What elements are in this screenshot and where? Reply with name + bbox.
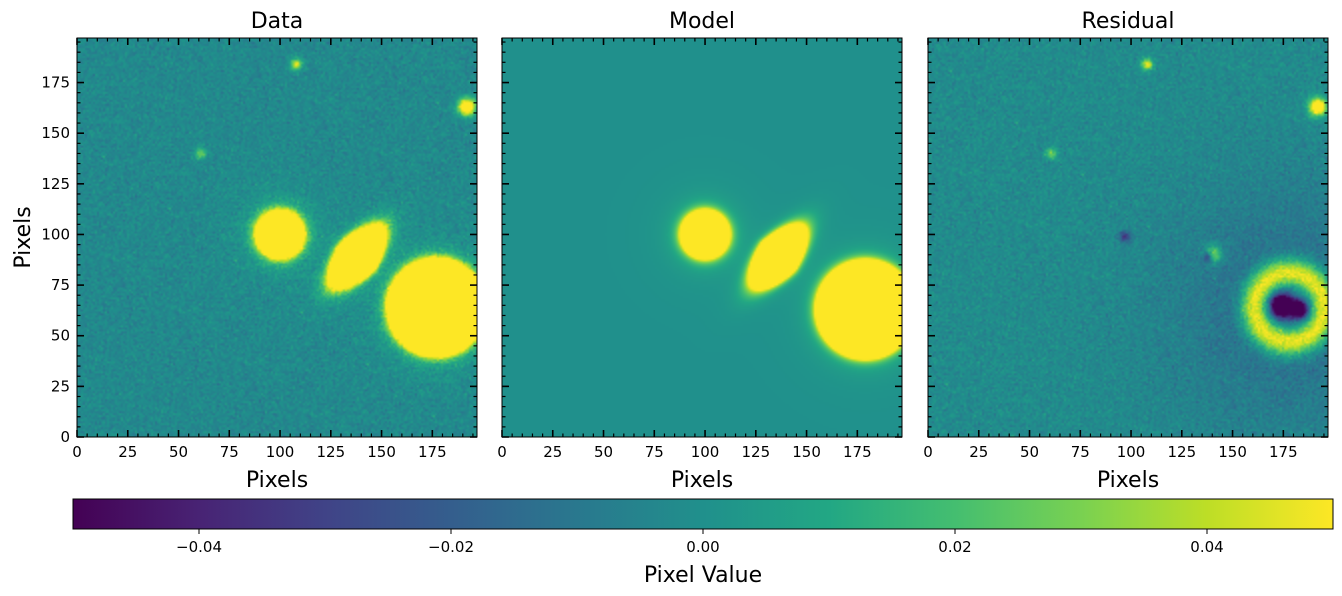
heatmap-image — [928, 38, 1328, 437]
axes-frame — [501, 37, 903, 438]
x-tick-label: 125 — [741, 443, 770, 461]
x-tick-label: 175 — [1269, 443, 1298, 461]
x-tick-label: 150 — [1218, 443, 1247, 461]
colorbar-label: Pixel Value — [644, 563, 762, 588]
panel-title: Residual — [1082, 9, 1175, 34]
x-tick-label: 0 — [72, 443, 82, 461]
x-tick-label: 50 — [169, 443, 188, 461]
y-tick-label: 125 — [41, 175, 70, 193]
x-tick-label: 100 — [266, 443, 295, 461]
y-tick-label: 75 — [51, 276, 70, 294]
colorbar-tick-label: 0.04 — [1190, 538, 1223, 556]
panel-model: 0 25 50 75 100 125 150 175 Model Pixels — [497, 9, 903, 493]
y-tick-label: 100 — [41, 225, 70, 243]
x-tick-label: 25 — [969, 443, 988, 461]
heatmap-image — [502, 38, 902, 437]
y-axis-label: Pixels — [11, 206, 36, 268]
y-tick-label: 175 — [41, 74, 70, 92]
y-tick-label: 50 — [51, 327, 70, 345]
x-tick-label: 25 — [543, 443, 562, 461]
x-axis-label: Pixels — [246, 468, 308, 493]
axes-frame — [76, 37, 478, 438]
colorbar-gradient — [72, 498, 1334, 530]
x-tick-label: 175 — [843, 443, 872, 461]
heatmap-image — [77, 38, 477, 437]
y-tick-label: 0 — [60, 428, 70, 446]
x-tick-label: 150 — [792, 443, 821, 461]
y-tick-label: 25 — [51, 377, 70, 395]
x-tick-label: 50 — [594, 443, 613, 461]
colorbar: −0.04 −0.02 0.00 0.02 0.04 Pixel Value — [72, 498, 1334, 588]
x-tick-label: 75 — [645, 443, 664, 461]
x-tick-label: 0 — [497, 443, 507, 461]
panel-residual: 0 25 50 75 100 125 150 175 Residual Pixels — [923, 9, 1329, 493]
x-tick-label: 100 — [1117, 443, 1146, 461]
x-axis-label: Pixels — [671, 468, 733, 493]
colorbar-tick-label: 0.02 — [938, 538, 971, 556]
x-tick-label: 125 — [316, 443, 345, 461]
x-tick-label: 25 — [118, 443, 137, 461]
x-tick-label: 75 — [1071, 443, 1090, 461]
colorbar-tick-label: −0.02 — [428, 538, 474, 556]
x-tick-label: 150 — [367, 443, 396, 461]
axes-frame — [927, 37, 1329, 438]
x-tick-label: 100 — [691, 443, 720, 461]
x-tick-label: 0 — [923, 443, 933, 461]
x-tick-label: 125 — [1167, 443, 1196, 461]
x-tick-label: 175 — [418, 443, 447, 461]
panel-data: 0 25 50 75 100 125 150 175 0 25 50 75 100 125 150 175 Da… — [11, 9, 478, 493]
x-tick-label: 50 — [1020, 443, 1039, 461]
y-tick-label: 150 — [41, 124, 70, 142]
x-axis-label: Pixels — [1097, 468, 1159, 493]
panel-title: Model — [669, 9, 735, 34]
colorbar-tick-label: 0.00 — [686, 538, 719, 556]
x-tick-label: 75 — [220, 443, 239, 461]
colorbar-tick-label: −0.04 — [176, 538, 222, 556]
panel-title: Data — [251, 9, 304, 34]
